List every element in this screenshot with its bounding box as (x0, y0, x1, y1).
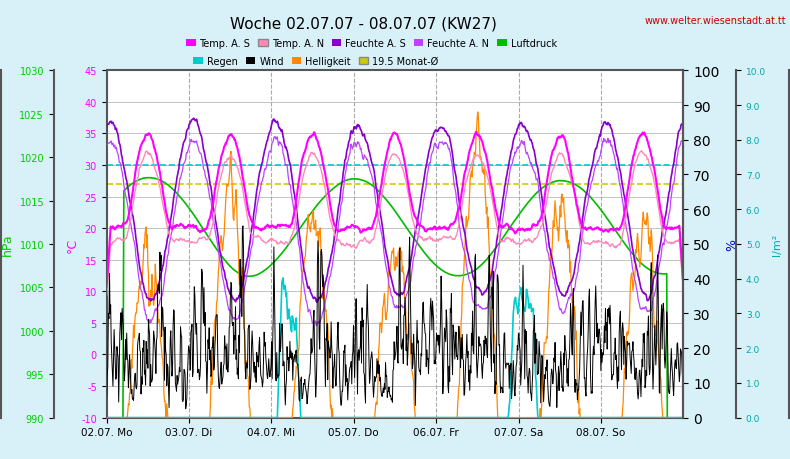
Text: Woche 02.07.07 - 08.07.07 (KW27): Woche 02.07.07 - 08.07.07 (KW27) (230, 16, 497, 31)
Y-axis label: °C: °C (66, 237, 78, 252)
Y-axis label: hPa: hPa (1, 233, 14, 256)
Text: www.welter.wiesenstadt.at.tt: www.welter.wiesenstadt.at.tt (645, 16, 786, 26)
Legend: Regen, Wind, Helligkeit, 19.5 Monat-Ø: Regen, Wind, Helligkeit, 19.5 Monat-Ø (190, 53, 442, 71)
Y-axis label: %: % (725, 238, 738, 251)
Y-axis label: l/m²: l/m² (772, 233, 781, 256)
Legend: Temp. A. S, Temp. A. N, Feuchte A. S, Feuchte A. N, Luftdruck: Temp. A. S, Temp. A. N, Feuchte A. S, Fe… (182, 35, 561, 52)
